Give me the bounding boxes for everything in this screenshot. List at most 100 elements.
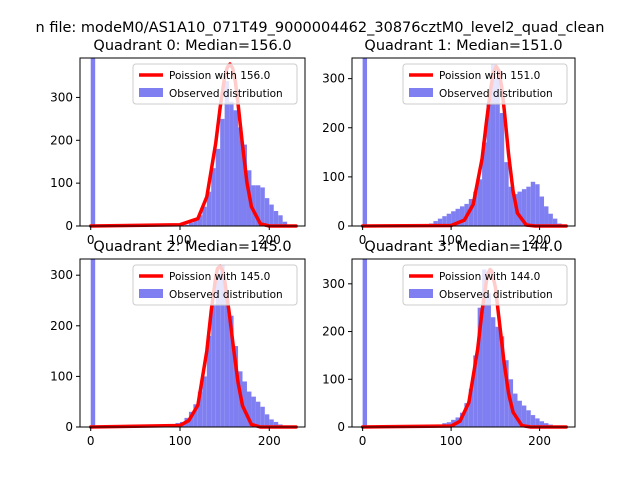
histogram-bar [273,421,279,427]
legend: Poission with 144.0 Observed distribution [402,264,568,306]
quadrant-3-axes: Quadrant 3: Median=144.0 0 100 200 0 100 200 30… [322,239,576,448]
histogram-bar [193,219,198,226]
figure-suptitle: n file: modeM0/AS1A10_071T49_9000004462_… [36,20,605,36]
histogram-bar [215,275,221,427]
quadrant-2-axes: Quadrant 2: Median=145.0 0 100 200 0 100 200 30… [50,239,306,448]
histogram-bar [220,265,225,427]
histogram-bar [526,410,531,427]
histogram-bar [211,168,216,226]
axes-frame [79,258,306,428]
legend-label-poisson: Poission with 144.0 [439,271,540,283]
y-tick-label: 0 [65,420,73,434]
histogram-bar [486,103,491,226]
histogram-bar [260,187,265,226]
histogram-bar [90,259,96,427]
histogram-bar [184,224,189,226]
histogram-bar [499,336,505,427]
quadrant-title: Quadrant 0: Median=156.0 [93,38,291,54]
legend-bar-swatch [139,88,163,97]
histogram-bar [552,218,558,226]
histogram-bar [242,381,247,427]
histogram-bar [193,404,198,427]
histogram-bar [504,162,509,226]
histogram-bar [477,179,483,226]
x-tick-label: 100 [440,434,463,448]
histogram-bar [513,393,518,427]
histogram-bar [211,305,216,427]
histogram-bar [468,198,474,226]
quadrant-title: Quadrant 3: Median=144.0 [364,239,562,255]
x-tick-label: 100 [169,434,192,448]
histogram-bar [482,142,487,226]
histogram-bar [539,196,545,226]
x-tick-label: 100 [440,233,463,247]
histogram-bar [451,211,456,226]
y-tick-label: 0 [337,219,345,233]
histogram-bar [278,215,283,226]
histogram-bar [495,326,500,427]
histogram-bar [362,58,368,226]
histogram-bar [188,222,194,226]
histogram-bar [508,186,514,226]
histogram-bars [90,259,292,427]
histogram-bar [220,118,225,226]
y-tick-label: 200 [322,325,345,339]
y-tick-label: 200 [322,121,345,135]
x-tick-label: 100 [169,233,192,247]
y-tick-label: 200 [50,319,73,333]
quadrant-1-axes: Quadrant 1: Median=151.0 0 100 200 0 100 200 30… [322,38,576,247]
histogram-bars [362,259,562,427]
histogram-bar [521,189,527,226]
histogram-bar [446,213,452,226]
quadrant-title: Quadrant 1: Median=151.0 [364,38,562,54]
quadrant-0-axes: Quadrant 0: Median=156.0 0 100 200 0 100 200 30… [50,38,306,247]
histogram-bar [544,423,549,427]
legend-bar-swatch [139,289,163,298]
histogram-bar [486,293,491,427]
histogram-bar [251,185,256,226]
x-tick-label: 200 [258,233,281,247]
histogram-bar [90,58,96,226]
legend-label-poisson: Poission with 145.0 [169,271,270,283]
histogram-bar [264,198,270,226]
histogram-bar [517,400,522,427]
histogram-bar [477,307,483,427]
y-tick-label: 300 [322,72,345,86]
legend-box [402,264,568,306]
y-tick-label: 100 [50,176,73,190]
histogram-bar [197,391,203,427]
legend-label-observed: Observed distribution [169,88,283,100]
histogram-bar [468,388,474,427]
legend-box [132,264,298,306]
y-tick-label: 300 [50,90,73,104]
histogram-bar [482,269,487,427]
histogram-bar [224,81,230,227]
legend-box [402,63,568,105]
histogram-bar [273,211,279,226]
histogram-bar [499,113,505,226]
legend-label-poisson: Poission with 156.0 [169,70,270,82]
y-tick-label: 100 [322,170,345,184]
legend-bar-swatch [409,88,433,97]
y-tick-label: 300 [322,277,345,291]
histogram-bar [521,405,527,427]
histogram-bar [224,290,230,427]
histogram-bar [517,191,522,226]
histogram-bar [473,355,478,427]
y-tick-label: 0 [65,219,73,233]
histogram-bar [202,376,207,427]
legend-label-poisson: Poission with 151.0 [439,70,540,82]
histogram-bar [206,335,212,427]
histogram-bars [362,58,562,226]
histogram-bar [544,206,549,226]
legend: Poission with 145.0 Observed distribution [132,264,298,306]
histogram-bar [246,391,252,427]
x-tick-label: 0 [87,434,95,448]
histogram-bar [442,216,447,226]
histogram-bar [255,401,261,427]
x-tick-label: 0 [359,233,367,247]
y-tick-label: 300 [50,268,73,282]
histogram-bar [530,181,536,226]
histogram-bar [490,63,496,226]
